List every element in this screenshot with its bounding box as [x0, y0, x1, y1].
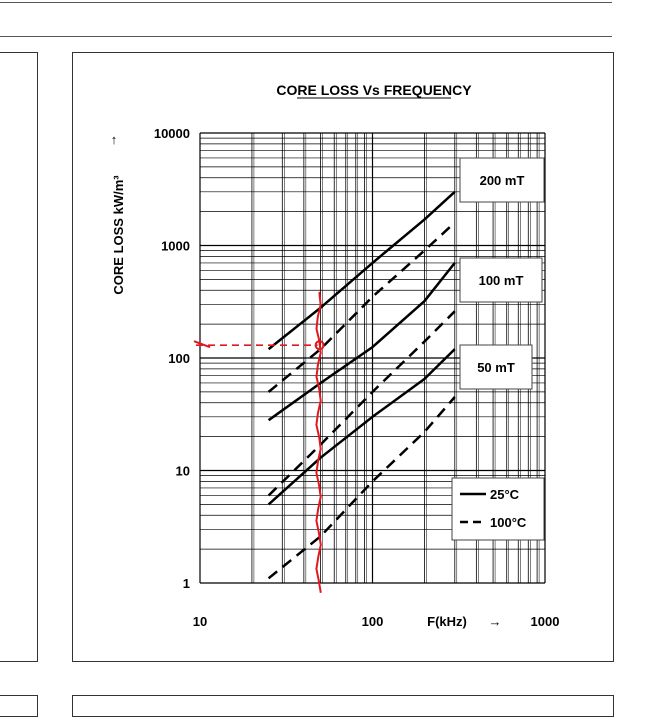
markup-point [314, 340, 325, 351]
x-tick-label: 1000 [531, 614, 560, 629]
flux-label: 100 mT [479, 273, 524, 288]
chart-legend: 25°C 100°C [451, 477, 545, 541]
red-markup [193, 291, 325, 593]
flux-label-box [459, 157, 545, 203]
y-tick-label: 10000 [154, 126, 190, 141]
y-tick-label: 1000 [161, 239, 190, 254]
series-line [267, 396, 456, 580]
y-tick-label: 1 [183, 576, 190, 591]
second-divider-line [0, 36, 612, 37]
y-tick-label: 100 [168, 351, 190, 366]
markup-axis-mark [193, 340, 211, 349]
y-axis-label: CORE LOSS kW/m³ [111, 175, 126, 295]
chart-title: CORE LOSS Vs FREQUENCY [276, 82, 472, 98]
x-axis-arrow: → [489, 614, 502, 629]
flux-label-box [459, 257, 543, 303]
legend-label: 25°C [490, 487, 520, 502]
series-line [267, 262, 456, 422]
flux-label: 50 mT [477, 360, 515, 375]
chart-text: CORE LOSS Vs FREQUENCY CORE LOSS kW/m³ F… [111, 82, 502, 629]
series-line [267, 221, 456, 393]
legend-box [451, 477, 545, 541]
y-axis-arrow: ↑ [111, 132, 118, 147]
chart-series [267, 190, 456, 580]
left-partial-panel [0, 52, 38, 662]
flux-label-box [459, 344, 533, 390]
chart-ticks: 10 100 1000 1 10 100 1000 10000 [154, 126, 560, 629]
markup-frequency-line [315, 291, 322, 593]
series-line [267, 348, 456, 506]
x-tick-label: 10 [193, 614, 207, 629]
series-line [267, 190, 456, 351]
x-tick-label: 100 [362, 614, 384, 629]
x-axis-label: F(kHz) [427, 614, 467, 629]
flux-annotations: 200 mT 100 mT 50 mT [459, 157, 545, 390]
legend-label: 100°C [490, 515, 527, 530]
series-line [267, 310, 456, 497]
top-divider-line [0, 2, 612, 3]
flux-label: 200 mT [480, 173, 525, 188]
y-tick-label: 10 [176, 464, 190, 479]
